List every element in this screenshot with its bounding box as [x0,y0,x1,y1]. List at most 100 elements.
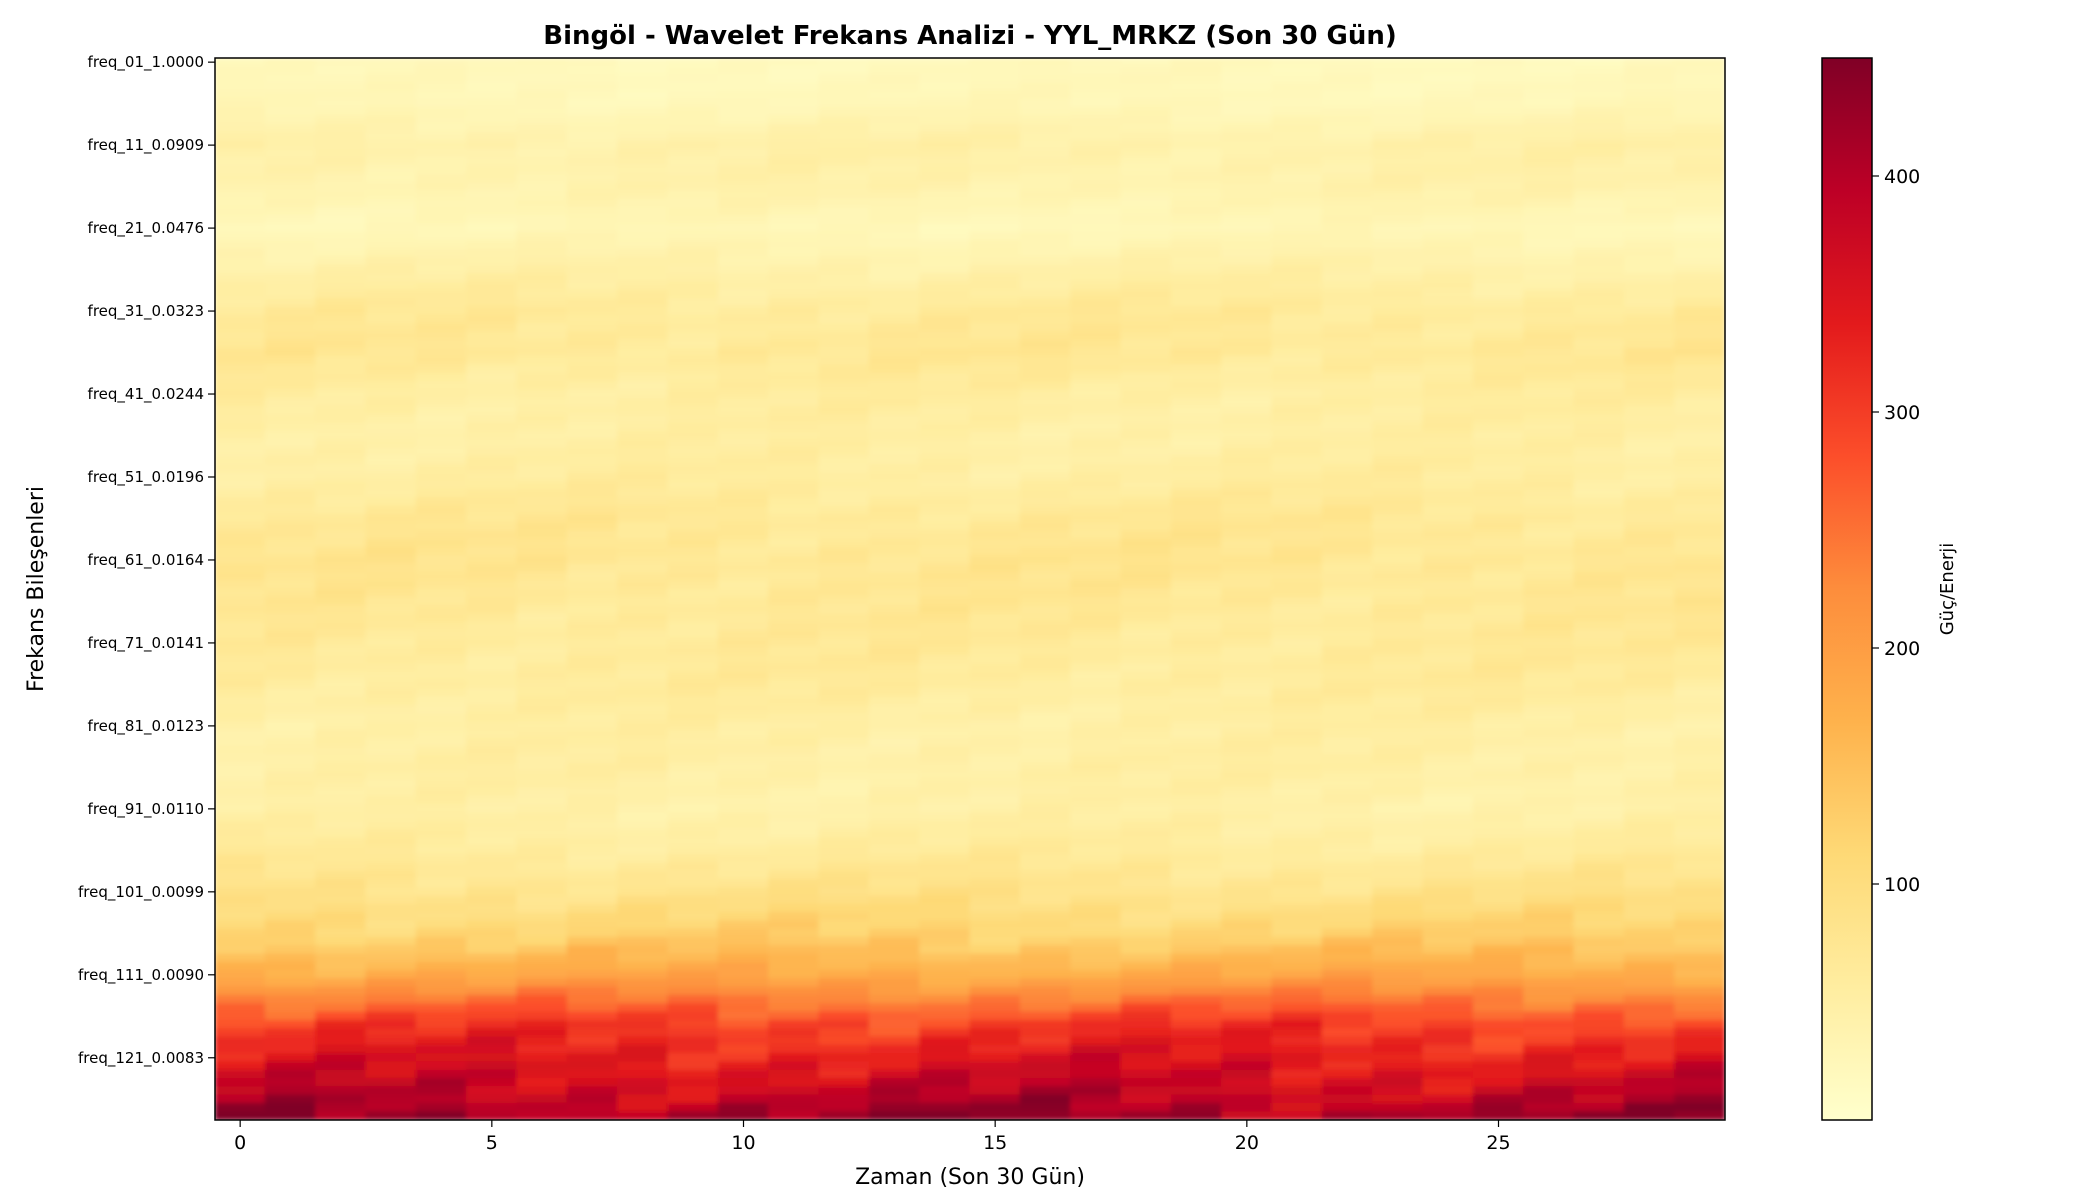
heatmap-cell [516,903,568,914]
heatmap-cell [1221,912,1273,922]
heatmap-cell [315,746,367,756]
heatmap-cell [315,115,367,125]
heatmap-cell [264,621,317,631]
heatmap-cell [1321,1086,1374,1096]
heatmap-cell [1321,123,1374,134]
heatmap-cell [868,580,921,590]
heatmap-cell [1372,571,1424,582]
heatmap-cell [1372,323,1424,333]
heatmap-cell [1372,331,1424,341]
heatmap-cell [768,455,820,466]
heatmap-cell [1271,115,1323,125]
heatmap-cell [365,364,417,374]
heatmap-cell [1221,1102,1273,1113]
heatmap-cell [1372,339,1424,349]
heatmap-cell [1120,488,1172,499]
heatmap-cell [315,870,367,880]
heatmap-cell [215,771,266,781]
heatmap-cell [1523,1111,1575,1120]
heatmap-cell [1523,746,1575,756]
heatmap-cell [415,190,468,200]
heatmap-cell [215,820,266,831]
heatmap-cell [365,1053,417,1063]
heatmap-cell [1573,206,1625,217]
heatmap-cell [566,580,619,590]
heatmap-cell [1422,1061,1474,1071]
heatmap-cell [315,198,367,208]
heatmap-cell [768,1086,820,1096]
heatmap-cell [1221,1044,1273,1055]
heatmap-cell [868,497,921,507]
heatmap-cell [1070,679,1122,690]
heatmap-cell [969,538,1021,549]
heatmap-cell [315,82,367,92]
heatmap-cell [1019,397,1072,407]
heatmap-cell [818,298,870,308]
heatmap-cell [717,414,770,424]
heatmap-cell [1573,779,1625,789]
heatmap-cell [365,1036,417,1046]
heatmap-cell [264,1111,317,1120]
heatmap-cell [1170,157,1223,167]
heatmap-cell [818,372,870,383]
heatmap-cell [566,945,619,955]
heatmap-cell [1623,613,1676,623]
heatmap-cell [1271,629,1323,640]
heatmap-cell [1019,306,1072,316]
heatmap-cell [1674,970,1725,980]
heatmap-cell [969,588,1021,598]
heatmap-cell [1573,986,1625,997]
heatmap-cell [466,654,518,665]
heatmap-cell [1070,364,1122,374]
heatmap-cell [1271,381,1323,391]
heatmap-cell [818,820,870,831]
heatmap-cell [1372,306,1424,316]
heatmap-cell [768,190,820,200]
heatmap-cell [215,854,266,864]
heatmap-cell [415,887,468,897]
heatmap-cell [415,854,468,864]
heatmap-cell [969,115,1021,125]
heatmap-cell [1674,696,1725,706]
heatmap-cell [1623,688,1676,698]
heatmap-cell [667,729,719,739]
heatmap-cell [919,464,971,474]
heatmap-cell [1623,762,1676,773]
heatmap-cell [1674,314,1725,324]
heatmap-cell [1573,629,1625,640]
heatmap-cell [818,364,870,374]
heatmap-cell [1422,323,1474,333]
heatmap-cell [1321,679,1374,690]
heatmap-cell [868,256,921,266]
heatmap-cell [617,613,669,623]
heatmap-cell [969,671,1021,681]
heatmap-cell [969,223,1021,233]
heatmap-cell [768,281,820,291]
heatmap-cell [1422,804,1474,814]
heatmap-cell [365,215,417,225]
heatmap-cell [919,140,971,150]
heatmap-cell [315,588,367,598]
heatmap-cell [1523,1053,1575,1063]
heatmap-cell [215,878,266,889]
heatmap-cell [1523,721,1575,731]
heatmap-cell [617,513,669,524]
heatmap-cell [1070,646,1122,656]
heatmap-cell [1573,140,1625,150]
heatmap-cell [466,298,518,308]
heatmap-cell [1019,1111,1072,1120]
heatmap-cell [1422,1028,1474,1038]
heatmap-cell [1271,430,1323,441]
heatmap-cell [516,729,568,739]
heatmap-cell [1271,746,1323,756]
heatmap-cell [566,646,619,656]
heatmap-cell [617,165,669,175]
heatmap-cell [617,704,669,714]
heatmap-cell [868,654,921,665]
heatmap-cell [1170,596,1223,607]
heatmap-cell [818,737,870,748]
heatmap-cell [1019,414,1072,424]
heatmap-cell [365,323,417,333]
heatmap-cell [1120,547,1172,557]
heatmap-cell [1221,1061,1273,1071]
